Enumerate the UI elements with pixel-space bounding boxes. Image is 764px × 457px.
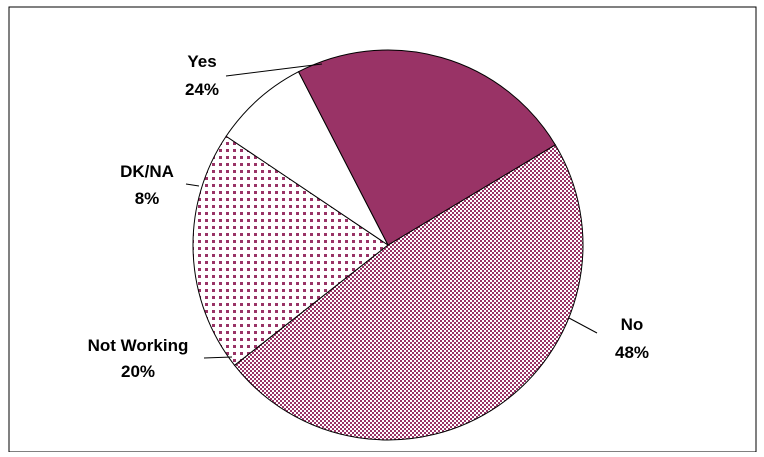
- leader-line-not-working: [203, 356, 233, 359]
- pie-slice-no: [233, 144, 584, 441]
- pie-slice-yes: [297, 49, 557, 246]
- leader-lines: [185, 63, 598, 359]
- leader-line-dkna: [185, 183, 200, 187]
- slice-value-not-working: 20%: [121, 362, 155, 381]
- slice-label-dkna: DK/NA: [120, 162, 174, 181]
- leader-line-yes: [225, 63, 323, 77]
- slice-value-dkna: 8%: [135, 189, 160, 208]
- slice-value-yes: 24%: [185, 80, 219, 99]
- slice-label-not-working: Not Working: [88, 336, 189, 355]
- slice-label-no: No: [621, 315, 644, 334]
- pie-slice-not-working: [192, 135, 389, 367]
- leader-line-no: [568, 317, 598, 334]
- pie-slice-dk-na: [225, 71, 389, 246]
- pie-slices: [192, 49, 584, 441]
- slice-label-yes: Yes: [187, 52, 216, 71]
- slice-value-no: 48%: [615, 343, 649, 362]
